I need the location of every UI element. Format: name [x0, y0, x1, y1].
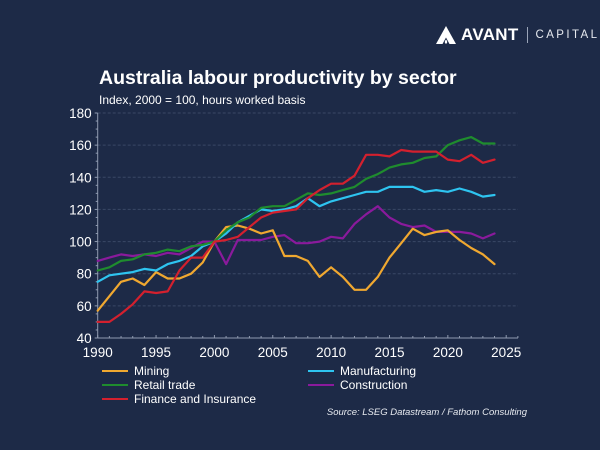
chart-subtitle: Index, 2000 = 100, hours worked basis	[99, 93, 306, 107]
source-note: Source: LSEG Datastream / Fathom Consult…	[326, 407, 527, 418]
legend-item: Manufacturing	[308, 364, 416, 378]
legend-item: Construction	[308, 378, 407, 392]
series-line-finance-and-insurance	[96, 148, 496, 323]
x-tick-label: 2005	[258, 345, 288, 360]
legend-item: Mining	[102, 364, 169, 378]
brand-divider	[526, 27, 528, 43]
legend-label: Mining	[134, 364, 170, 378]
y-tick-label: 100	[69, 235, 92, 250]
legend-swatch	[308, 370, 334, 372]
y-tick-label: 160	[69, 138, 92, 153]
x-tick-label: 2015	[374, 345, 404, 360]
legend-label: Construction	[340, 378, 408, 392]
legend-label: Manufacturing	[340, 364, 417, 378]
brand-logo: AVANT CAPITAL	[436, 23, 599, 47]
y-tick-label: 180	[69, 106, 92, 121]
brand-suffix: CAPITAL	[535, 29, 600, 41]
legend-label: Retail trade	[134, 378, 196, 392]
legend-swatch	[102, 384, 128, 386]
legend-label: Finance and Insurance	[134, 392, 257, 406]
series-line-manufacturing	[96, 185, 496, 283]
legend-item: Retail trade	[102, 378, 195, 392]
series-line-retail-trade	[96, 136, 496, 272]
legend-swatch	[308, 384, 334, 386]
x-tick-label: 2020	[433, 345, 463, 360]
legend-swatch	[102, 398, 128, 400]
series-line-mining	[96, 224, 496, 312]
series-line-construction	[96, 205, 496, 266]
y-tick-label: 80	[77, 267, 92, 282]
tick-labels: 40 60 80 100 120 140 160 180 1990 1995 2000 2005 201…	[69, 106, 521, 360]
series-lines	[96, 136, 496, 323]
x-tick-label: 1990	[83, 345, 113, 360]
brand-name: AVANT	[461, 25, 519, 44]
y-tick-label: 120	[69, 202, 92, 217]
x-tick-label: 1995	[141, 345, 171, 360]
legend-item: Finance and Insurance	[102, 392, 256, 406]
x-tick-label: 2000	[199, 345, 229, 360]
y-tick-label: 40	[77, 331, 92, 346]
axes	[94, 112, 519, 339]
x-tick-label: 2010	[316, 345, 346, 360]
legend-swatch	[102, 370, 128, 372]
chart-title: Australia labour productivity by sector	[99, 67, 457, 89]
y-tick-label: 140	[69, 170, 92, 185]
avant-logo-icon	[436, 26, 456, 44]
x-tick-label: 2025	[491, 345, 521, 360]
y-tick-label: 60	[77, 299, 92, 314]
